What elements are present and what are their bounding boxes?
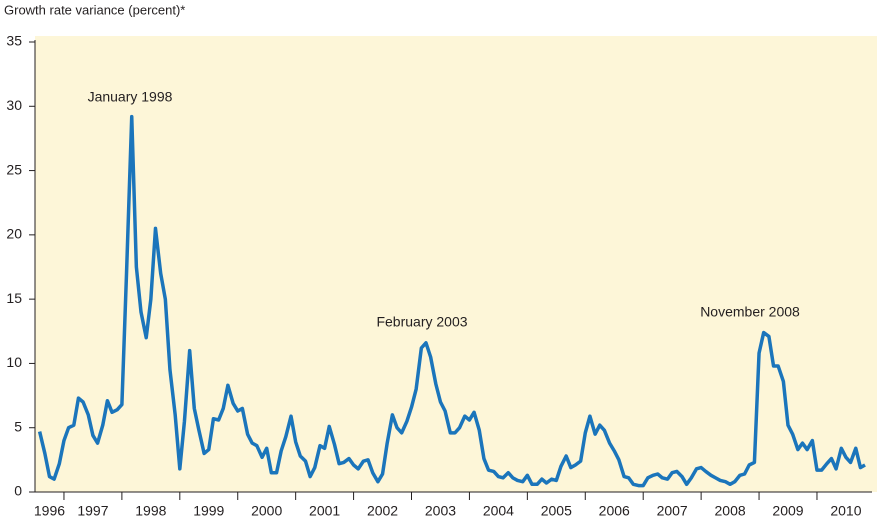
x-tick-label: 2007: [657, 503, 688, 519]
x-tick-label: 2001: [309, 503, 340, 519]
y-tick-label: 15: [6, 290, 22, 306]
x-tick-label: 1998: [135, 503, 166, 519]
x-tick-label: 2002: [367, 503, 398, 519]
x-tick-label: 2009: [772, 503, 803, 519]
y-tick-label: 10: [6, 354, 22, 370]
x-tick-label: 1997: [77, 503, 108, 519]
annotation: January 1998: [88, 89, 173, 105]
x-tick-label: 2008: [715, 503, 746, 519]
x-tick-label: 2004: [483, 503, 514, 519]
x-tick-label: 2006: [599, 503, 630, 519]
x-tick-label: 2003: [425, 503, 456, 519]
y-tick-label: 30: [6, 97, 22, 113]
y-tick-label: 0: [14, 483, 22, 499]
x-tick-label: 2005: [541, 503, 572, 519]
annotation: February 2003: [376, 314, 467, 330]
x-tick-label: 1996: [34, 503, 65, 519]
y-tick-label: 20: [6, 226, 22, 242]
y-tick-label: 5: [14, 418, 22, 434]
y-tick-label: 35: [6, 33, 22, 49]
x-tick-label: 2000: [251, 503, 282, 519]
y-axis-label: Growth rate variance (percent)*: [4, 2, 185, 17]
annotation: November 2008: [700, 304, 800, 320]
x-tick-label: 2010: [830, 503, 861, 519]
x-tick-label: 1999: [193, 503, 224, 519]
y-tick-label: 25: [6, 161, 22, 177]
data-line: [37, 114, 866, 488]
